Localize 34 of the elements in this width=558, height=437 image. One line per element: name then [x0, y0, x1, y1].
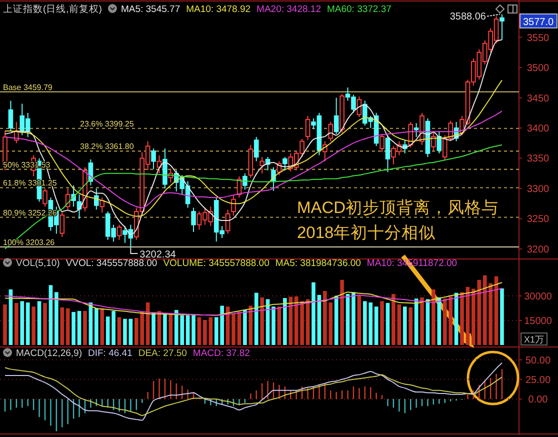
- y-tick-label: 15000: [524, 316, 552, 327]
- y-tick-label: 3250: [526, 214, 550, 226]
- text: MA20: 3428.12: [256, 4, 321, 15]
- y-tick-label: 30000: [524, 291, 552, 302]
- ref-line-label: 38.2% 3361.80: [80, 142, 134, 152]
- ref-line-label: Base 3459.79: [3, 82, 53, 92]
- text: MA60: 3372.37: [326, 4, 392, 15]
- annotation: MACD: 37.82: [192, 348, 250, 359]
- annotation: 3588.06: [450, 11, 486, 22]
- y-tick-label: 3550: [526, 32, 550, 44]
- chart-title: MACD(12,26,9): [16, 348, 82, 359]
- chart-title: 上证指数(日线,前复权): [3, 3, 102, 15]
- y-tick-label: 3200: [526, 244, 550, 256]
- chart-title: VOL(5,10): [16, 258, 60, 269]
- y-tick-label: 0.00: [528, 394, 548, 406]
- annotation: VOLUME: 345557888.00: [163, 258, 270, 269]
- text: MA10: 3478.92: [186, 4, 251, 15]
- annotation: VVOL: 345557888.00: [66, 258, 158, 269]
- y-tick-label: 25.00: [525, 374, 551, 386]
- text: 3577.0: [523, 16, 554, 28]
- y-tick-label: 3300: [526, 184, 550, 195]
- y-tick-label: 3400: [526, 123, 550, 134]
- text: MA5: 3545.77: [120, 4, 180, 15]
- text: DEA: 27.50: [138, 348, 187, 359]
- text: MA5: 381984736.00: [275, 258, 361, 269]
- y-tick-label: 3450: [526, 93, 550, 104]
- text: DIF: 46.41: [88, 348, 132, 359]
- ref-line-label: 23.6% 3399.25: [80, 119, 134, 128]
- y-tick-label: 3350: [526, 154, 550, 165]
- annotation: MACD初步顶背离，风格与: [297, 198, 499, 217]
- y-tick-label: 50.00: [525, 355, 551, 366]
- annotation: 2018年初十分相似: [297, 223, 436, 242]
- y-tick-label: 3500: [526, 63, 550, 74]
- y-axis-title: X1万: [524, 334, 544, 344]
